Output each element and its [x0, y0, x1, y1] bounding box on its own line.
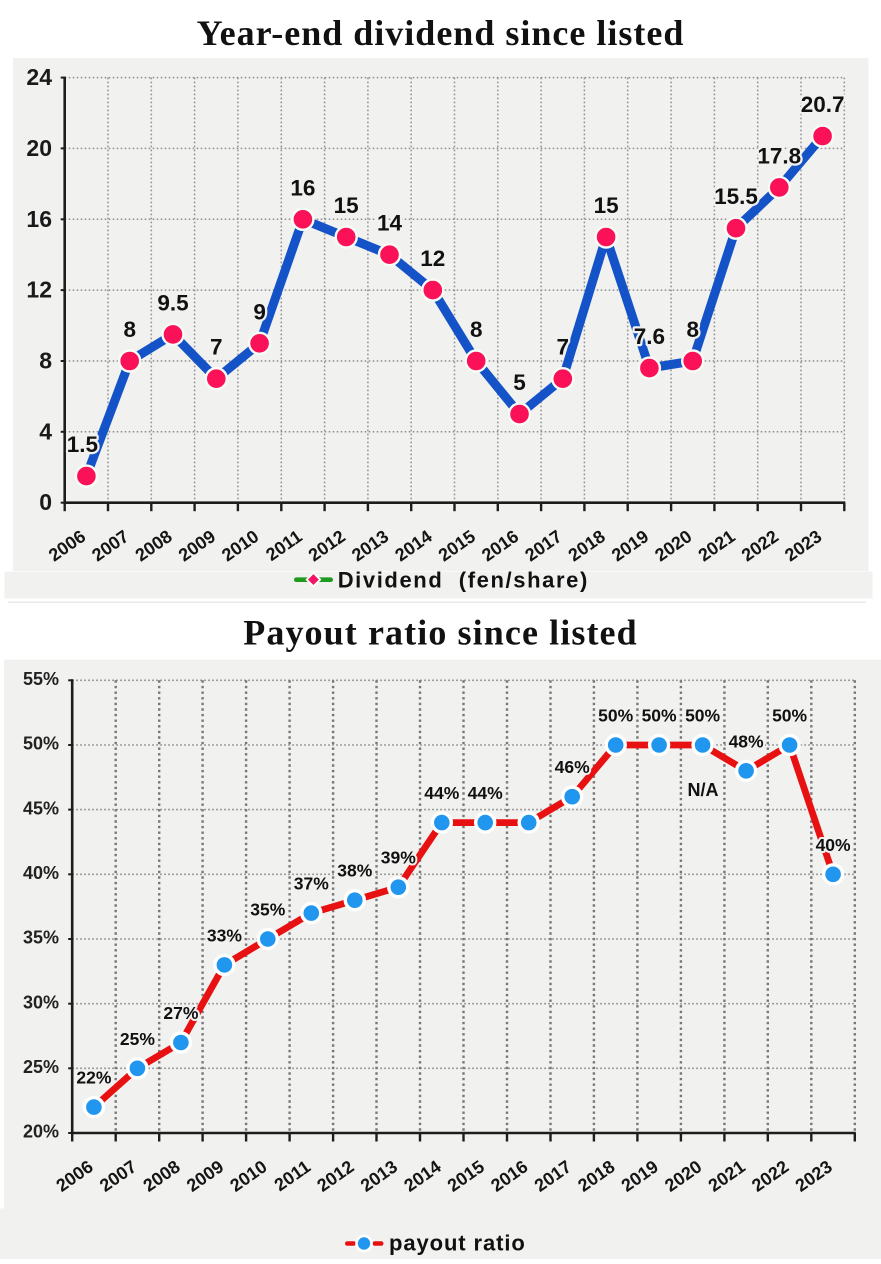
- svg-text:44%: 44%: [468, 783, 503, 803]
- svg-text:16: 16: [290, 175, 315, 200]
- svg-text:7.6: 7.6: [634, 324, 665, 349]
- svg-text:35%: 35%: [23, 928, 59, 948]
- svg-text:14: 14: [377, 211, 403, 236]
- svg-text:50%: 50%: [772, 706, 807, 726]
- svg-text:33%: 33%: [207, 925, 242, 945]
- svg-text:25%: 25%: [120, 1029, 155, 1049]
- svg-text:50%: 50%: [23, 734, 59, 754]
- svg-text:37%: 37%: [294, 874, 329, 894]
- svg-text:0: 0: [39, 489, 52, 515]
- svg-text:Payout ratio since listed: Payout ratio since listed: [243, 613, 637, 653]
- svg-text:22%: 22%: [76, 1068, 111, 1088]
- svg-text:35%: 35%: [250, 900, 285, 920]
- svg-text:38%: 38%: [337, 861, 372, 881]
- svg-text:50%: 50%: [642, 706, 677, 726]
- svg-text:8: 8: [123, 317, 136, 342]
- svg-text:44%: 44%: [424, 783, 459, 803]
- svg-text:30%: 30%: [23, 992, 59, 1012]
- svg-text:20.7: 20.7: [801, 92, 845, 117]
- svg-text:20: 20: [26, 135, 52, 161]
- svg-text:15: 15: [334, 193, 359, 218]
- svg-text:N/A: N/A: [688, 780, 719, 800]
- svg-text:12: 12: [26, 277, 52, 303]
- svg-text:16: 16: [26, 206, 52, 232]
- svg-text:15.5: 15.5: [714, 184, 758, 209]
- svg-text:5: 5: [513, 370, 526, 395]
- svg-text:Year-end dividend since listed: Year-end dividend since listed: [197, 13, 685, 53]
- svg-text:17.8: 17.8: [757, 143, 801, 168]
- svg-text:55%: 55%: [23, 669, 59, 689]
- svg-text:9: 9: [253, 299, 266, 324]
- svg-text:40%: 40%: [816, 835, 851, 855]
- svg-text:20%: 20%: [23, 1122, 59, 1142]
- svg-text:1.5: 1.5: [67, 432, 98, 457]
- svg-text:45%: 45%: [23, 798, 59, 818]
- svg-text:25%: 25%: [23, 1057, 59, 1077]
- svg-text:Dividend (fen/share): Dividend (fen/share): [338, 567, 589, 592]
- svg-text:8: 8: [470, 317, 483, 342]
- svg-text:7: 7: [210, 335, 223, 360]
- svg-text:50%: 50%: [598, 706, 633, 726]
- svg-text:7: 7: [557, 335, 570, 360]
- svg-text:27%: 27%: [163, 1003, 198, 1023]
- svg-text:4: 4: [39, 418, 52, 444]
- svg-text:48%: 48%: [729, 731, 764, 751]
- svg-text:50%: 50%: [685, 706, 720, 726]
- svg-text:9.5: 9.5: [157, 290, 188, 315]
- svg-text:46%: 46%: [555, 757, 590, 777]
- svg-text:15: 15: [594, 193, 619, 218]
- svg-text:39%: 39%: [381, 848, 416, 868]
- svg-text:24: 24: [26, 64, 52, 90]
- svg-text:12: 12: [420, 246, 445, 271]
- svg-text:8: 8: [686, 317, 699, 342]
- svg-text:40%: 40%: [23, 863, 59, 883]
- svg-text:payout ratio: payout ratio: [389, 1231, 526, 1256]
- svg-text:8: 8: [39, 348, 52, 374]
